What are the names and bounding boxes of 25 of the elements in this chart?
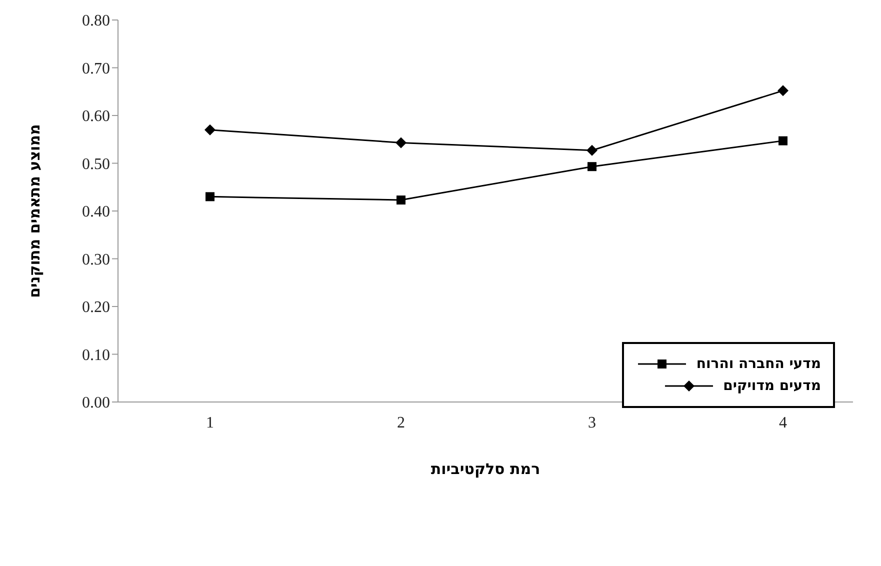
y-tick-label: 0.50	[82, 156, 110, 173]
legend-label: מדעים מדויקים	[723, 378, 821, 394]
point	[778, 85, 788, 96]
y-tick-label: 0.10	[82, 346, 110, 364]
point	[206, 192, 214, 202]
point	[588, 162, 596, 172]
x-tick-label: 3	[588, 414, 596, 432]
y-tick-label: 0.00	[82, 394, 110, 412]
point	[396, 196, 406, 205]
point	[204, 124, 216, 136]
x-tick-label: 2	[397, 414, 405, 432]
point	[396, 137, 406, 148]
x-tick-label: 4	[779, 414, 787, 432]
x-axis-title: רמת סלקטיביות	[430, 460, 540, 478]
y-axis-title: ממוצע מתאמים מתוקנים	[25, 124, 44, 298]
x-tick-label: 1	[206, 414, 214, 432]
y-tick-label: 0.80	[82, 12, 110, 30]
point	[586, 144, 598, 156]
y-tick-label: 0.40	[82, 204, 110, 221]
y-tick-label: 0.70	[82, 60, 110, 78]
legend-label: מדעי החברה והרוח	[696, 356, 821, 372]
y-tick-label: 0.30	[82, 251, 110, 268]
y-tick-label: 0.60	[82, 108, 110, 126]
point	[778, 136, 788, 146]
y-tick-label: 0.20	[82, 299, 110, 316]
